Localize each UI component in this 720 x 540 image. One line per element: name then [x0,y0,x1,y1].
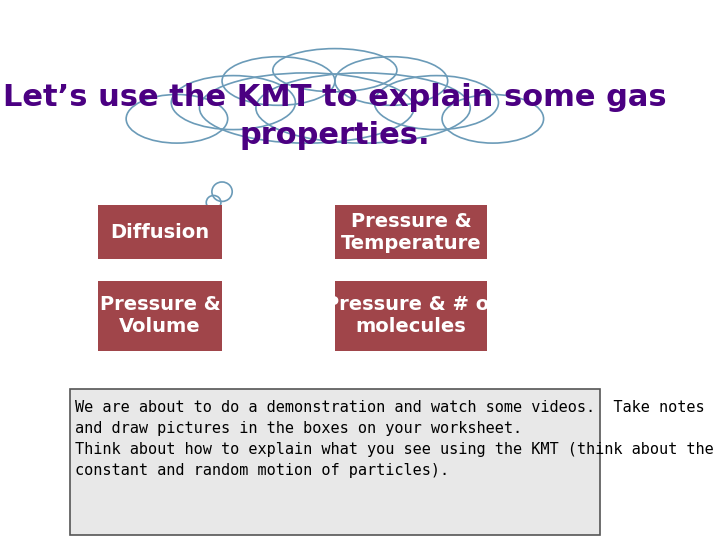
FancyBboxPatch shape [335,205,487,259]
Text: properties.: properties. [240,120,430,150]
Ellipse shape [126,94,228,143]
FancyBboxPatch shape [98,205,222,259]
Ellipse shape [171,76,295,130]
Text: Pressure &
Volume: Pressure & Volume [99,295,220,336]
FancyBboxPatch shape [335,281,487,351]
Circle shape [206,195,221,210]
FancyBboxPatch shape [98,281,222,351]
Text: Pressure &
Temperature: Pressure & Temperature [341,212,482,253]
Text: Diffusion: Diffusion [110,222,210,242]
Circle shape [212,182,233,201]
Ellipse shape [273,49,397,92]
Text: We are about to do a demonstration and watch some videos.  Take notes
and draw p: We are about to do a demonstration and w… [76,400,714,477]
Ellipse shape [335,57,448,105]
Ellipse shape [442,94,544,143]
Circle shape [200,206,210,215]
Text: Let’s use the KMT to explain some gas: Let’s use the KMT to explain some gas [3,83,667,112]
FancyBboxPatch shape [70,389,600,535]
Text: Pressure & # of
molecules: Pressure & # of molecules [325,295,498,336]
Ellipse shape [222,57,335,105]
Ellipse shape [256,73,470,143]
Ellipse shape [199,73,414,143]
Ellipse shape [374,76,498,130]
